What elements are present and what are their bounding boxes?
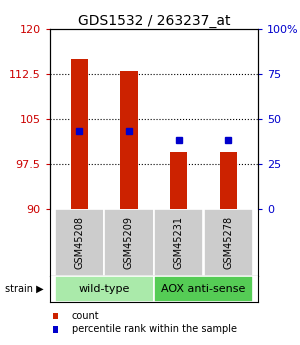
Bar [154, 209, 203, 276]
Text: percentile rank within the sample: percentile rank within the sample [72, 325, 237, 334]
Bar [220, 152, 237, 209]
Text: GSM45208: GSM45208 [74, 216, 84, 269]
Title: GDS1532 / 263237_at: GDS1532 / 263237_at [77, 14, 230, 28]
Text: count: count [72, 311, 100, 321]
Bar [170, 152, 187, 209]
Text: strain ▶: strain ▶ [5, 284, 44, 294]
Bar [55, 209, 104, 276]
Bar [70, 59, 88, 209]
Bar [104, 209, 154, 276]
Text: GSM45209: GSM45209 [124, 216, 134, 269]
Bar [120, 71, 138, 209]
Text: AOX anti-sense: AOX anti-sense [161, 284, 246, 294]
Bar [55, 276, 154, 302]
Bar [204, 209, 253, 276]
Text: wild-type: wild-type [78, 284, 130, 294]
Bar [154, 276, 253, 302]
Text: GSM45278: GSM45278 [223, 216, 233, 269]
Text: GSM45231: GSM45231 [174, 216, 184, 269]
